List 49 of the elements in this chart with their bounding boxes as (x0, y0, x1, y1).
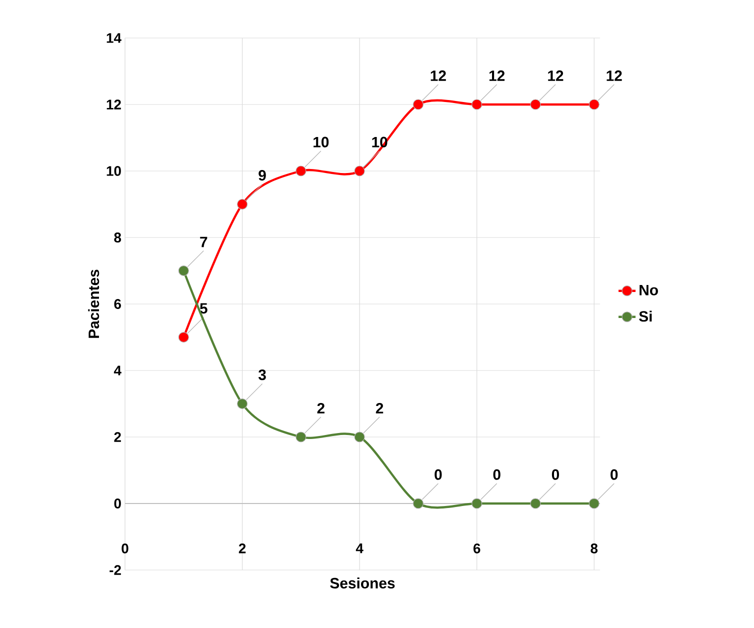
point (296, 432, 306, 442)
point (354, 166, 365, 176)
y-axis-title: Pacientes (88, 270, 100, 338)
data-label: 0 (610, 469, 618, 480)
point (472, 498, 482, 509)
point (530, 99, 541, 110)
point (588, 99, 600, 110)
x-tick-label: 0 (122, 544, 128, 554)
point (412, 498, 424, 509)
legend-label: Si (639, 310, 652, 322)
point (354, 432, 365, 442)
data-label: 10 (314, 136, 329, 148)
data-label: 0 (434, 469, 442, 480)
y-tick-label: 0 (114, 498, 121, 508)
data-label: 12 (430, 70, 446, 81)
x-tick-label: 2 (238, 544, 246, 554)
y-tick-label: -2 (110, 565, 121, 575)
point (296, 166, 306, 176)
point (412, 99, 424, 110)
data-label: 5 (200, 303, 208, 314)
data-label: 0 (552, 469, 560, 480)
data-label: 2 (317, 402, 324, 414)
data-label: 9 (258, 170, 266, 181)
y-tick-label: 4 (114, 366, 122, 376)
data-label: 2 (376, 402, 384, 414)
y-tick-label: 2 (114, 432, 121, 442)
x-tick-label: 4 (356, 544, 364, 554)
y-tick-label: 8 (114, 232, 122, 242)
data-label: 12 (548, 70, 564, 81)
y-tick-label: 10 (106, 166, 121, 176)
legend-label: No (640, 284, 658, 296)
point (237, 198, 248, 210)
point (178, 265, 189, 276)
data-label: 12 (489, 70, 505, 81)
x-axis-title: Sesiones (330, 578, 395, 588)
data-label: 12 (606, 70, 622, 81)
data-label: 0 (493, 469, 500, 480)
point (472, 99, 482, 110)
point (237, 398, 248, 410)
x-tick-label: 6 (473, 544, 480, 554)
y-tick-label: 14 (106, 33, 122, 43)
point (178, 332, 189, 343)
y-tick-label: 6 (114, 299, 121, 309)
point (530, 498, 541, 509)
data-label: 7 (200, 236, 208, 248)
y-tick-label: 12 (106, 100, 121, 110)
point (588, 498, 600, 509)
x-tick-label: 8 (590, 544, 598, 554)
data-label: 3 (258, 370, 266, 380)
